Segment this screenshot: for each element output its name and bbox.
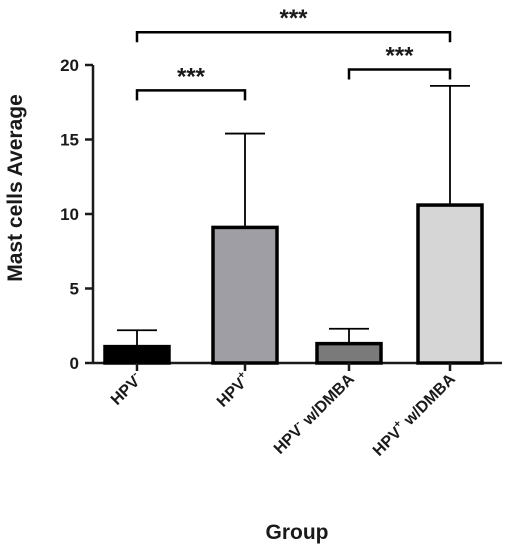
y-axis-title: Mast cells Average: [4, 94, 27, 282]
y-ticks: 0 5 10 15 20: [60, 56, 93, 373]
significance-bracket-1: [135, 30, 452, 43]
significance-label-1: ***: [279, 5, 308, 32]
bar-4: [416, 203, 484, 365]
significance-brackets: *** *** ***: [135, 5, 452, 101]
significance-bracket-3: [347, 68, 452, 80]
bars: [103, 84, 484, 371]
y-tick-label: 0: [70, 354, 79, 373]
bar-3: [315, 341, 383, 365]
y-axis-title-group: Mast cells Average: [4, 94, 27, 282]
significance-bracket-2: [135, 89, 247, 101]
y-tick-label: 10: [60, 205, 79, 224]
category-label-text: HPV+ w/DMBA: [368, 368, 459, 459]
y-tick-label: 15: [60, 131, 79, 150]
bar-1: [103, 344, 171, 365]
category-label-text: HPV- w/DMBA: [269, 368, 358, 457]
y-tick-label: 20: [60, 56, 79, 75]
category-label-text: HPV+: [212, 369, 254, 411]
category-label-2: HPV+: [212, 369, 254, 411]
category-sup: -: [129, 368, 140, 379]
y-tick-label: 5: [70, 280, 79, 299]
significance-label-3: ***: [385, 42, 414, 69]
category-label-4: HPV+ w/DMBA: [368, 368, 459, 459]
bar-2: [211, 225, 279, 365]
significance-label-2: ***: [177, 63, 206, 90]
category-label-text: HPV-: [106, 368, 146, 408]
category-label-3: HPV- w/DMBA: [269, 368, 358, 457]
x-axis-title: Group: [266, 521, 329, 544]
category-label-1: HPV-: [106, 368, 146, 408]
category-suffix: w/DMBA: [398, 370, 459, 431]
category-sup: -: [292, 417, 303, 428]
category-suffix: w/DMBA: [297, 370, 358, 431]
